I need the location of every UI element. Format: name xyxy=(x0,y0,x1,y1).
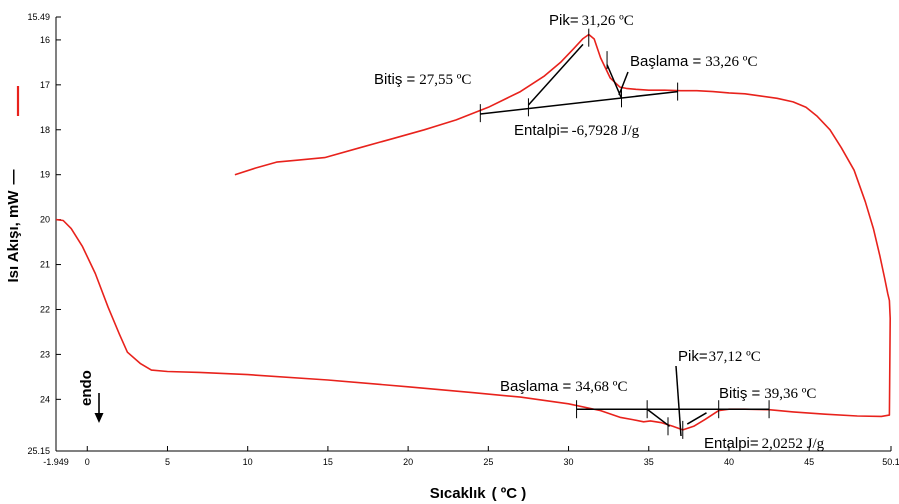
y-tick-label: 25.15 xyxy=(27,446,50,456)
lower-peak-pointer xyxy=(675,365,682,437)
y-tick-label: 24 xyxy=(40,394,50,404)
dsc-curve xyxy=(55,33,892,431)
y-tick-label: 15.49 xyxy=(27,12,50,22)
upper-onset-annotation: Başlama = 33,26 ºC xyxy=(630,53,757,70)
lower-tick-marks xyxy=(576,400,770,439)
y-axis-ticks: 15.49 16 17 18 19 20 21 22 23 24 25.15 xyxy=(27,12,61,456)
y-axis-title: Isı Akışı, mW — xyxy=(5,170,22,283)
x-axis-unit: ( ºC ) xyxy=(492,485,527,502)
y-axis-label: Isı Akışı, mW xyxy=(5,190,22,283)
lower-enthalpy-label: Entalpi= xyxy=(704,435,759,452)
lower-onset-label: Başlama = xyxy=(500,378,572,395)
lower-peak-label: Pik= xyxy=(678,348,708,365)
upper-end-annotation: Bitiş = 27,55 ºC xyxy=(374,71,471,88)
upper-enthalpy-label: Entalpi= xyxy=(514,122,569,139)
y-tick-label: 23 xyxy=(40,349,50,359)
endo-arrow-head xyxy=(94,413,104,423)
upper-onset-pointer xyxy=(618,71,629,96)
lower-end-label: Bitiş = xyxy=(719,385,761,402)
upper-peak-value: 31,26 ºC xyxy=(582,13,634,29)
lower-inflection-tangent xyxy=(686,412,707,425)
lower-onset-annotation: Başlama = 34,68 ºC xyxy=(500,378,627,395)
upper-tangent xyxy=(527,43,584,106)
lower-enthalpy-value: 2,0252 J/g xyxy=(762,436,825,452)
x-tick-label: 15 xyxy=(323,457,333,467)
lower-end-value: 39,36 ºC xyxy=(764,386,816,402)
x-tick-label: 50.1 xyxy=(882,457,899,467)
lower-onset-value: 34,68 ºC xyxy=(575,379,627,395)
x-tick-label: 5 xyxy=(165,457,170,467)
y-tick-label: 19 xyxy=(40,170,50,180)
x-tick-label: -1.949 xyxy=(43,457,69,467)
upper-tick-marks xyxy=(479,28,679,123)
upper-peak-annotation: Pik= 31,26 ºC xyxy=(549,12,634,29)
x-tick-label: 25 xyxy=(483,457,493,467)
upper-onset-value: 33,26 ºC xyxy=(705,54,757,70)
x-axis-title: Sıcaklık ( ºC ) xyxy=(430,485,527,502)
y-tick-label: 16 xyxy=(40,35,50,45)
x-tick-label: 0 xyxy=(85,457,90,467)
y-tick-label: 18 xyxy=(40,125,50,135)
lower-peak-value: 37,12 ºC xyxy=(709,349,761,365)
x-tick-label: 30 xyxy=(564,457,574,467)
upper-baseline xyxy=(480,90,678,115)
upper-enthalpy-value: -6,7928 J/g xyxy=(572,123,640,139)
x-tick-label: 40 xyxy=(724,457,734,467)
lower-end-annotation: Bitiş = 39,36 ºC xyxy=(719,385,816,402)
lower-peak-annotation: Pik=37,12 ºC xyxy=(678,348,761,365)
upper-onset-label: Başlama = xyxy=(630,53,702,70)
upper-inflection-tangent xyxy=(606,64,623,99)
lower-enthalpy-annotation: Entalpi= 2,0252 J/g xyxy=(704,435,825,452)
lower-tangent xyxy=(646,408,671,427)
y-tick-label: 17 xyxy=(40,80,50,90)
endo-label: endo xyxy=(78,370,95,406)
x-tick-label: 35 xyxy=(644,457,654,467)
x-axis-label: Sıcaklık xyxy=(430,485,487,502)
y-tick-label: 21 xyxy=(40,260,50,270)
upper-peak-label: Pik= xyxy=(549,12,579,29)
x-tick-label: 10 xyxy=(243,457,253,467)
x-axis-ticks: -1.949 0 5 10 15 20 25 30 35 40 45 50.1 xyxy=(43,446,899,467)
y-axis-marker: — xyxy=(5,170,22,185)
y-tick-label: 22 xyxy=(40,304,50,314)
upper-end-label: Bitiş = xyxy=(374,71,416,88)
x-tick-label: 20 xyxy=(403,457,413,467)
upper-end-value: 27,55 ºC xyxy=(419,72,471,88)
y-tick-label: 20 xyxy=(40,215,50,225)
upper-enthalpy-annotation: Entalpi= -6,7928 J/g xyxy=(514,122,640,139)
x-tick-label: 45 xyxy=(804,457,814,467)
